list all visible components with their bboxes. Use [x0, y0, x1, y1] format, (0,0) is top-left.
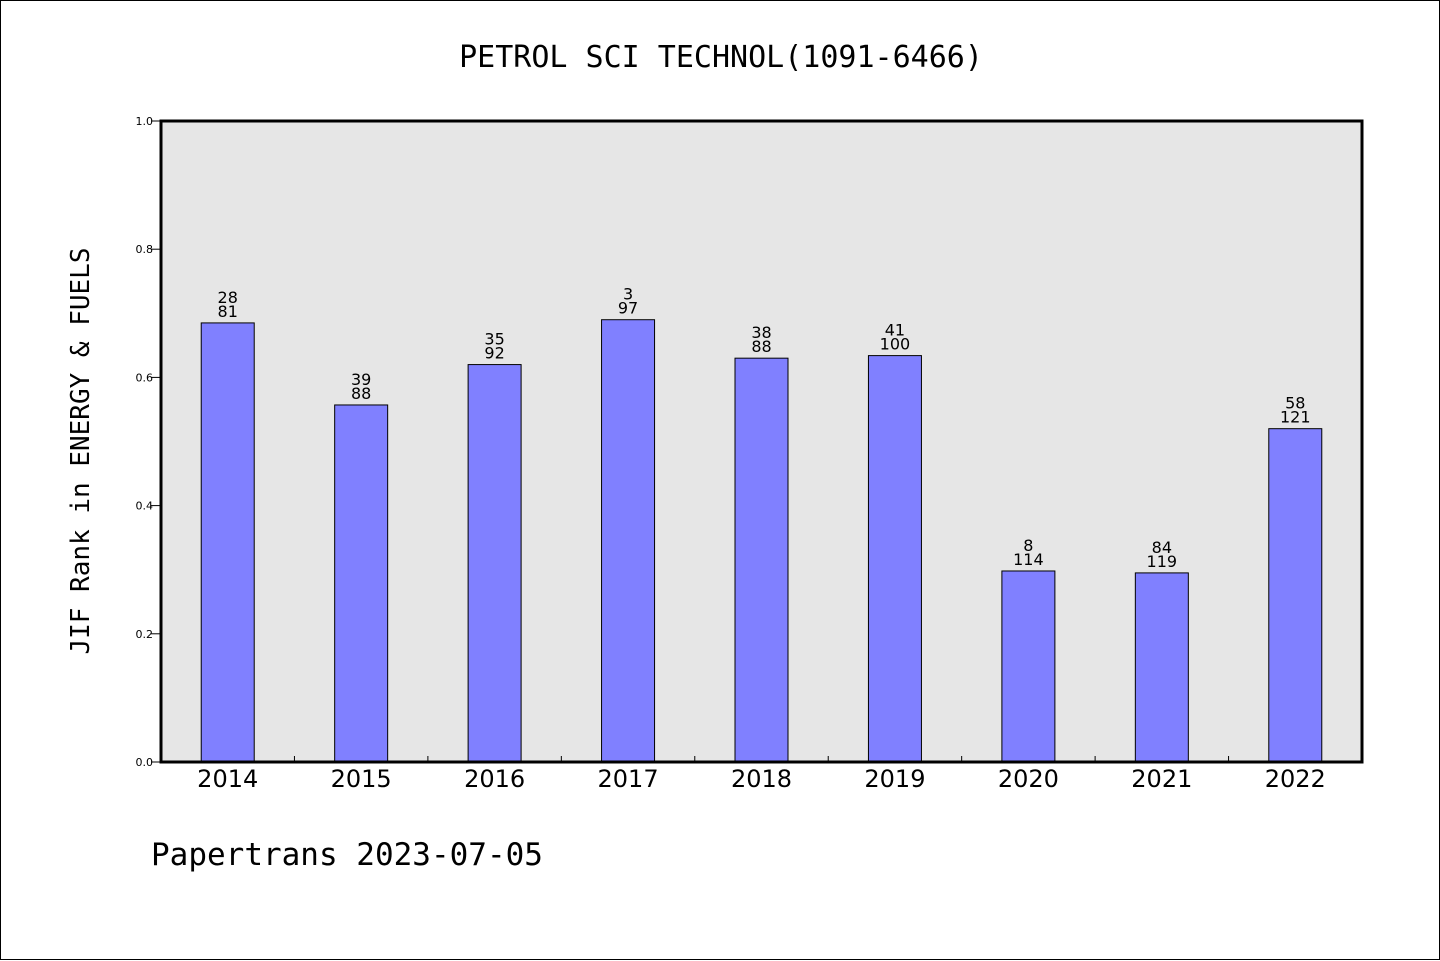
- bar-label-rank: 58: [1285, 394, 1305, 413]
- y-axis-label: JIF Rank in ENERGY & FUELS: [66, 248, 96, 655]
- bar-label-total: 88: [751, 337, 771, 356]
- x-axis-ticks: 2014 2015 2016 2017 2018 2019 2020 2021 2022: [197, 756, 1326, 793]
- bar-2019: [867, 355, 922, 763]
- x-tick-label: 2019: [864, 765, 925, 793]
- bar-label-total: 121: [1280, 408, 1311, 427]
- bar-2016: [467, 364, 522, 763]
- x-tick-label: 2016: [464, 765, 525, 793]
- bar-2015: [334, 404, 389, 763]
- y-tick-label: 0.4: [136, 500, 154, 513]
- y-tick-label: 0.6: [136, 371, 154, 384]
- bar-label-total: 97: [618, 299, 638, 318]
- plot-border: [159, 119, 1364, 764]
- x-tick-label: 2014: [197, 765, 258, 793]
- x-tick-label: 2022: [1265, 765, 1326, 793]
- bar-2018: [734, 357, 789, 763]
- bar-label-rank: 28: [218, 288, 238, 307]
- bar-label-rank: 38: [751, 323, 771, 342]
- footer-credit: Papertrans 2023-07-05: [151, 837, 543, 873]
- bar-2017: [601, 319, 656, 763]
- y-axis-ticks: 0.0 0.2 0.4 0.6 0.8 1.0: [136, 115, 161, 769]
- bar-2020: [1001, 570, 1056, 763]
- bar-2014: [200, 322, 255, 763]
- bar-label-total: 114: [1013, 550, 1044, 569]
- x-tick-label: 2018: [731, 765, 792, 793]
- x-tick-label: 2021: [1131, 765, 1192, 793]
- y-tick-label: 0.2: [136, 628, 154, 641]
- bar-label-rank: 8: [1023, 536, 1033, 555]
- bar-label-rank: 41: [885, 321, 905, 340]
- bars: [200, 319, 1323, 763]
- bar-2022: [1268, 428, 1323, 763]
- bar-2021: [1134, 572, 1189, 763]
- y-tick-label: 0.0: [136, 756, 154, 769]
- chart-title: PETROL SCI TECHNOL(1091-6466): [459, 40, 983, 75]
- bar-label-total: 88: [351, 384, 371, 403]
- y-tick-label: 0.8: [136, 243, 154, 256]
- bar-label-total: 92: [484, 344, 504, 363]
- x-tick-label: 2015: [331, 765, 392, 793]
- x-tick-label: 2017: [598, 765, 659, 793]
- bar-label-total: 81: [218, 302, 238, 321]
- bar-label-rank: 84: [1152, 538, 1172, 557]
- bar-label-rank: 35: [484, 330, 504, 349]
- x-tick-label: 2020: [998, 765, 1059, 793]
- y-tick-label: 1.0: [136, 115, 154, 128]
- bar-label-rank: 39: [351, 370, 371, 389]
- bar-label-total: 119: [1147, 552, 1178, 571]
- bar-label-rank: 3: [623, 285, 633, 304]
- bar-label-total: 100: [880, 335, 911, 354]
